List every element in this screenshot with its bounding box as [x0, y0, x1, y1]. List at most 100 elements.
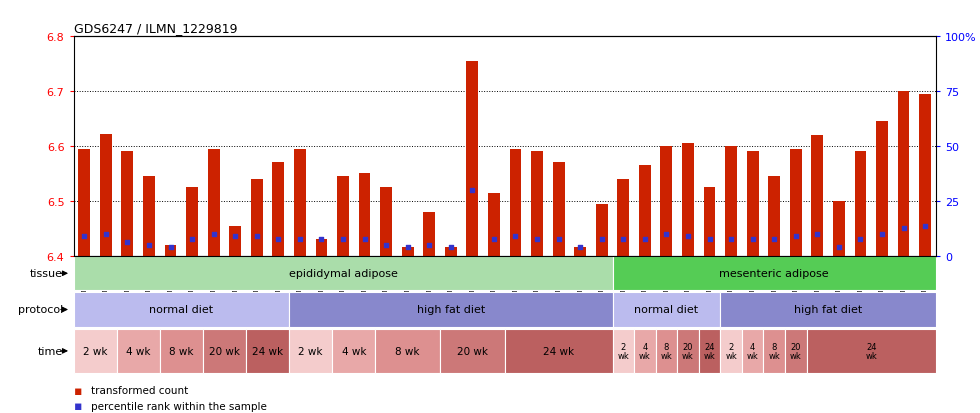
- Bar: [919, 95, 931, 256]
- Point: [594, 236, 610, 243]
- Bar: [229, 226, 241, 256]
- Text: 20 wk: 20 wk: [457, 346, 488, 356]
- Text: time: time: [38, 346, 63, 356]
- Point: [637, 236, 653, 243]
- Text: 2
wk: 2 wk: [617, 342, 629, 361]
- Text: 2
wk: 2 wk: [725, 342, 737, 361]
- Bar: [833, 202, 845, 256]
- Bar: [612, 257, 936, 290]
- Bar: [74, 292, 289, 328]
- Bar: [811, 136, 823, 256]
- Point: [615, 236, 631, 243]
- Bar: [639, 166, 651, 256]
- Bar: [763, 329, 785, 373]
- Bar: [898, 92, 909, 256]
- Bar: [440, 329, 505, 373]
- Point: [723, 236, 739, 243]
- Bar: [359, 174, 370, 256]
- Text: 24
wk: 24 wk: [704, 342, 715, 361]
- Bar: [699, 329, 720, 373]
- Text: transformed count: transformed count: [91, 385, 188, 395]
- Bar: [122, 152, 133, 256]
- Text: 24
wk: 24 wk: [865, 342, 877, 361]
- Point: [76, 234, 92, 240]
- Text: 2 wk: 2 wk: [298, 346, 322, 356]
- Point: [529, 236, 545, 243]
- Bar: [855, 152, 866, 256]
- Text: 20
wk: 20 wk: [790, 342, 802, 361]
- Point: [314, 236, 329, 243]
- Bar: [720, 292, 936, 328]
- Text: 20
wk: 20 wk: [682, 342, 694, 361]
- Point: [400, 244, 416, 251]
- Bar: [375, 329, 440, 373]
- Point: [766, 236, 782, 243]
- Point: [206, 231, 221, 237]
- Bar: [505, 329, 612, 373]
- Bar: [246, 329, 289, 373]
- Point: [335, 236, 351, 243]
- Bar: [704, 188, 715, 256]
- Bar: [208, 150, 220, 256]
- Text: 2 wk: 2 wk: [82, 346, 107, 356]
- Point: [270, 236, 286, 243]
- Point: [292, 236, 308, 243]
- Bar: [316, 240, 327, 256]
- Point: [572, 244, 588, 251]
- Bar: [720, 329, 742, 373]
- Bar: [768, 177, 780, 256]
- Bar: [488, 193, 500, 256]
- Bar: [661, 147, 672, 256]
- Text: 24 wk: 24 wk: [543, 346, 574, 356]
- Point: [227, 234, 243, 240]
- Bar: [531, 152, 543, 256]
- Text: normal diet: normal diet: [149, 305, 214, 315]
- Text: mesenteric adipose: mesenteric adipose: [719, 268, 829, 279]
- Point: [120, 239, 135, 246]
- Bar: [747, 152, 759, 256]
- Text: tissue: tissue: [30, 268, 63, 279]
- Text: 8
wk: 8 wk: [768, 342, 780, 361]
- Bar: [466, 62, 478, 256]
- Bar: [510, 150, 521, 256]
- Bar: [725, 147, 737, 256]
- Point: [917, 223, 933, 229]
- Point: [659, 231, 674, 237]
- Bar: [160, 329, 203, 373]
- Bar: [117, 329, 160, 373]
- Bar: [380, 188, 392, 256]
- Text: percentile rank within the sample: percentile rank within the sample: [91, 401, 267, 411]
- Point: [788, 234, 804, 240]
- Point: [443, 244, 459, 251]
- Bar: [617, 180, 629, 256]
- Text: 8
wk: 8 wk: [661, 342, 672, 361]
- Point: [141, 242, 157, 249]
- Point: [702, 236, 717, 243]
- Bar: [337, 177, 349, 256]
- Text: protocol: protocol: [18, 305, 63, 315]
- Bar: [553, 163, 564, 256]
- Text: ▪: ▪: [74, 399, 82, 412]
- Text: high fat diet: high fat diet: [794, 305, 862, 315]
- Bar: [294, 150, 306, 256]
- Point: [98, 231, 114, 237]
- Bar: [165, 245, 176, 256]
- Text: 4 wk: 4 wk: [125, 346, 151, 356]
- Bar: [272, 163, 284, 256]
- Bar: [574, 248, 586, 256]
- Bar: [677, 329, 699, 373]
- Bar: [186, 188, 198, 256]
- Bar: [445, 248, 457, 256]
- Bar: [612, 292, 720, 328]
- Text: 4 wk: 4 wk: [341, 346, 367, 356]
- Bar: [143, 177, 155, 256]
- Bar: [78, 150, 90, 256]
- Bar: [634, 329, 656, 373]
- Point: [809, 231, 825, 237]
- Point: [184, 236, 200, 243]
- Point: [874, 231, 890, 237]
- Point: [745, 236, 760, 243]
- Text: high fat diet: high fat diet: [416, 305, 485, 315]
- Bar: [289, 292, 612, 328]
- Point: [357, 236, 372, 243]
